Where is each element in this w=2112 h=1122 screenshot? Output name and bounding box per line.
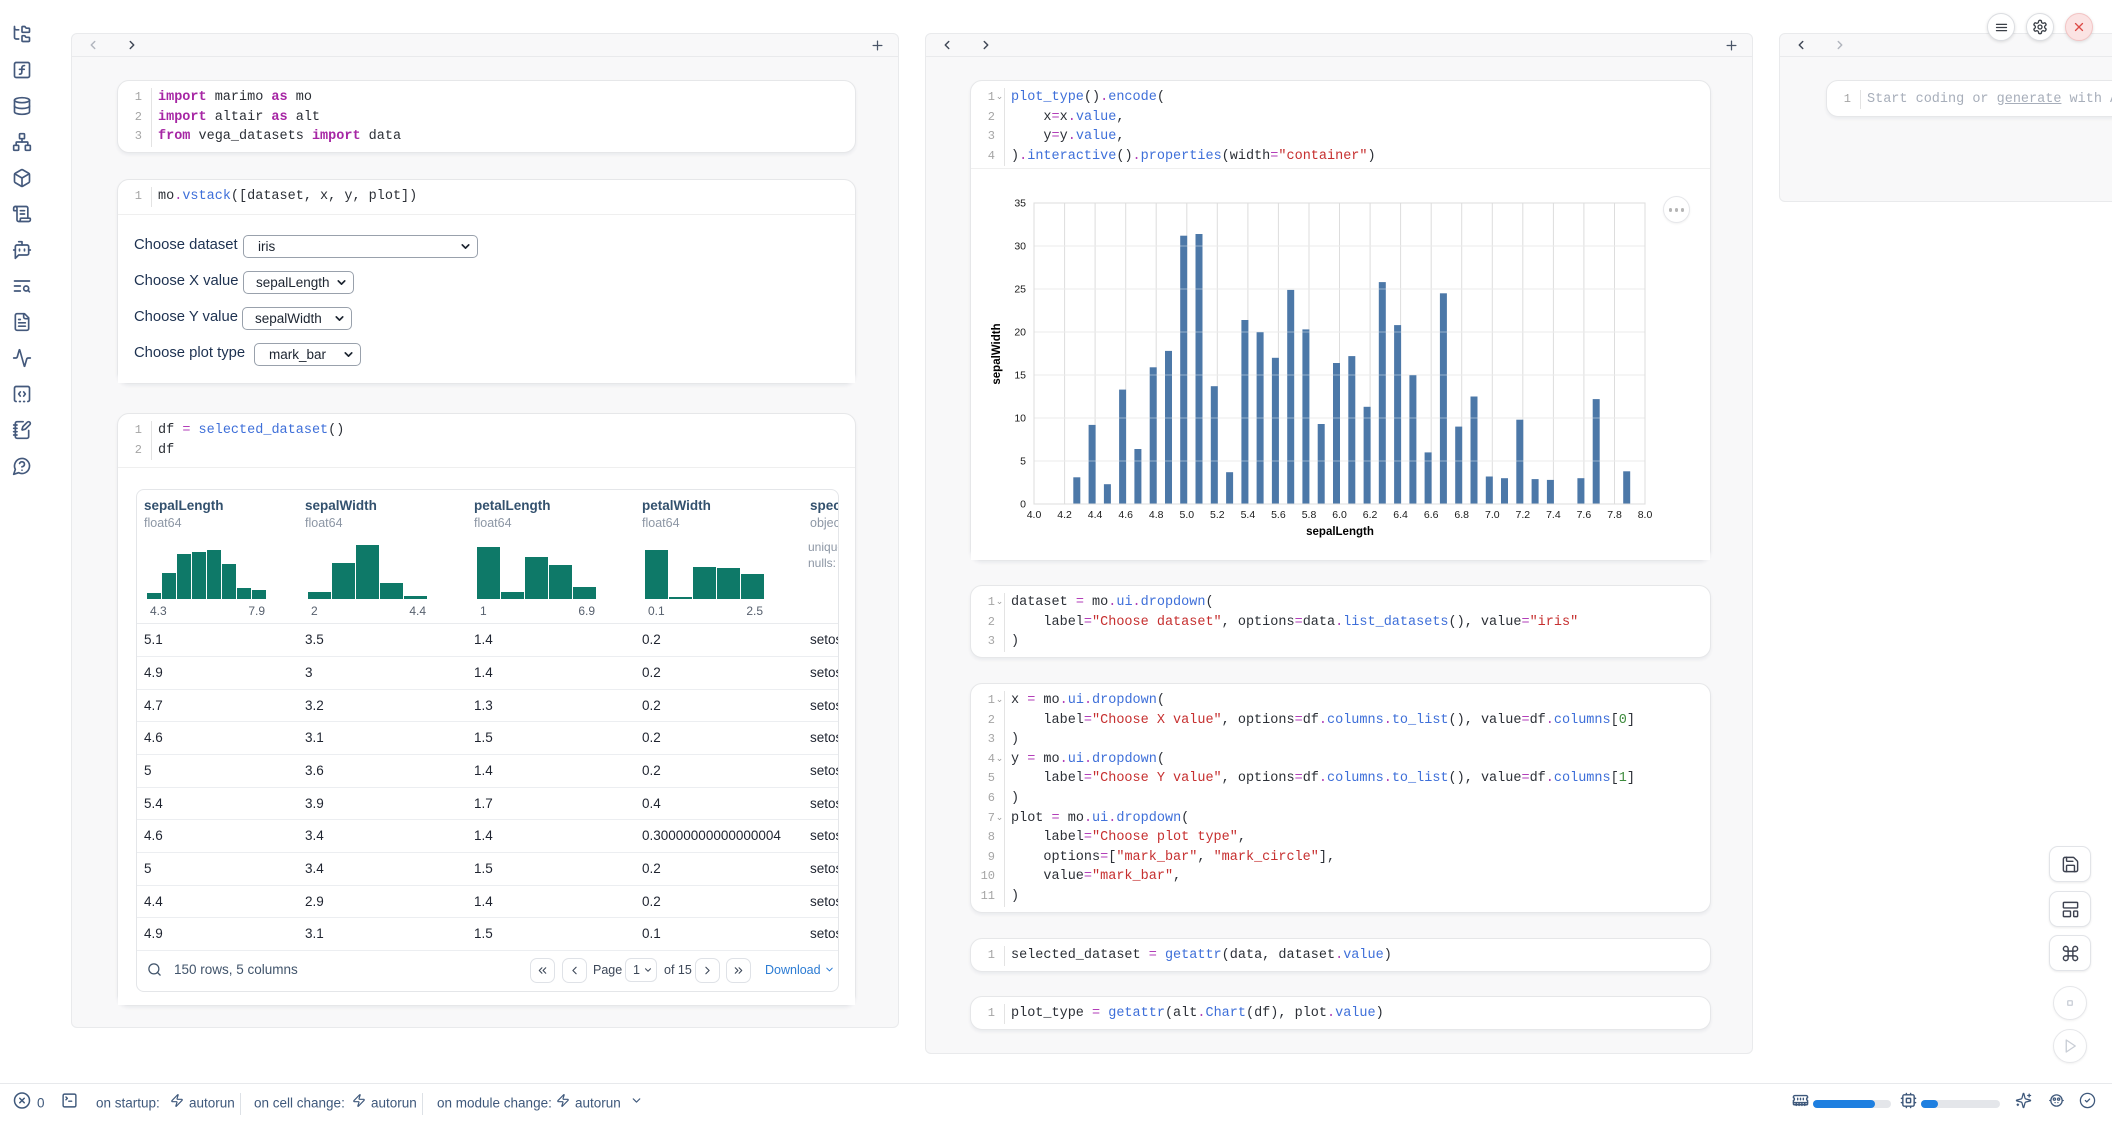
svg-text:7.8: 7.8 [1607,509,1622,521]
svg-text:4.4: 4.4 [1088,509,1103,521]
svg-text:6.6: 6.6 [1424,509,1439,521]
svg-text:5.8: 5.8 [1302,509,1317,521]
svg-text:5.2: 5.2 [1210,509,1225,521]
svg-text:8.0: 8.0 [1638,509,1653,521]
svg-text:4.6: 4.6 [1118,509,1133,521]
svg-text:35: 35 [1014,198,1026,210]
svg-text:15: 15 [1014,370,1026,382]
svg-text:4.0: 4.0 [1027,509,1042,521]
svg-text:25: 25 [1014,284,1026,296]
svg-text:6.2: 6.2 [1363,509,1378,521]
svg-text:4.8: 4.8 [1149,509,1164,521]
svg-text:sepalWidth: sepalWidth [991,324,1003,385]
svg-text:6.8: 6.8 [1454,509,1469,521]
svg-text:7.4: 7.4 [1546,509,1561,521]
svg-text:sepalLength: sepalLength [1306,526,1374,538]
svg-text:20: 20 [1014,327,1026,339]
svg-text:6.0: 6.0 [1332,509,1347,521]
svg-text:4.2: 4.2 [1057,509,1072,521]
svg-text:6.4: 6.4 [1393,509,1408,521]
svg-text:30: 30 [1014,241,1026,253]
svg-text:7.0: 7.0 [1485,509,1500,521]
svg-text:10: 10 [1014,413,1026,425]
svg-text:5.4: 5.4 [1241,509,1256,521]
svg-text:5: 5 [1020,456,1026,468]
svg-text:5.6: 5.6 [1271,509,1286,521]
svg-text:7.6: 7.6 [1577,509,1592,521]
svg-text:0: 0 [1020,499,1026,511]
svg-text:5.0: 5.0 [1179,509,1194,521]
svg-text:7.2: 7.2 [1515,509,1530,521]
